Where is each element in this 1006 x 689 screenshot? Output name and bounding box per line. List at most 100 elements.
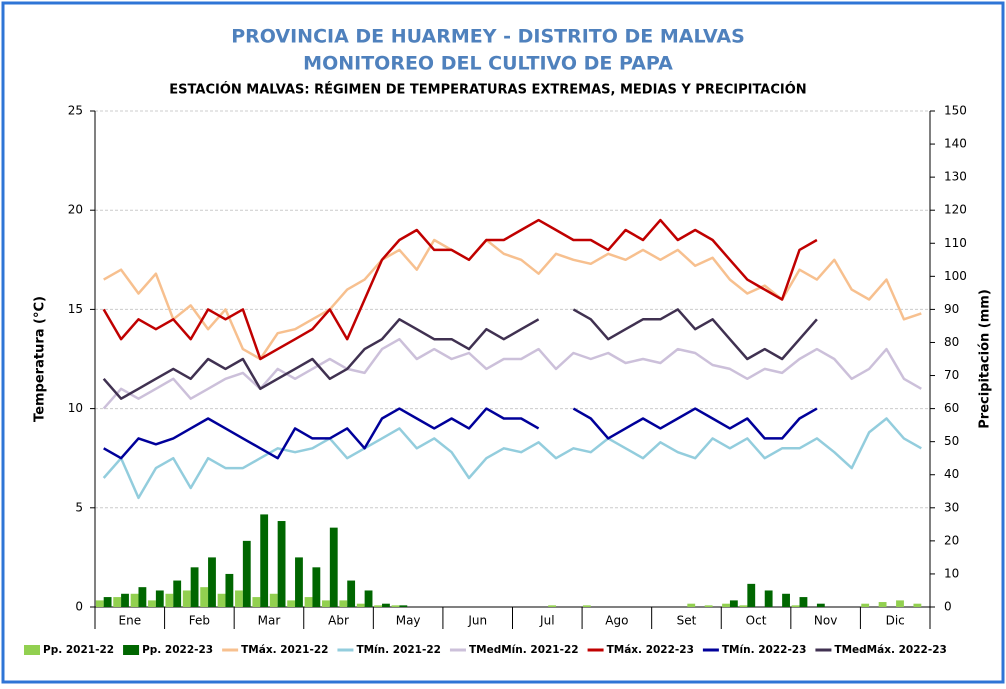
y2-tick-label: 90: [944, 302, 959, 316]
bar: [252, 597, 261, 607]
y2-tick-label: 30: [944, 500, 959, 514]
y2-tick-label: 150: [944, 104, 967, 118]
bar: [391, 605, 400, 607]
bar: [896, 600, 904, 607]
bar: [260, 514, 269, 607]
x-tick-label: Jul: [539, 614, 554, 628]
x-tick-label: Abr: [328, 614, 349, 628]
bar: [364, 590, 373, 607]
bar: [225, 573, 234, 607]
line: [102, 337, 922, 410]
y2-tick-label: 130: [944, 170, 967, 184]
bar: [304, 597, 313, 607]
bar: [277, 521, 286, 607]
bar: [235, 590, 243, 607]
bar: [799, 597, 808, 607]
y2-tick-label: 20: [944, 533, 959, 547]
bar: [269, 593, 278, 607]
bar: [382, 603, 390, 607]
bar: [190, 567, 199, 607]
x-tick-label: Oct: [746, 614, 767, 628]
y2-tick-label: 60: [944, 401, 959, 415]
bar: [322, 600, 330, 607]
bar: [155, 590, 164, 607]
legend-label: TMín. 2021-22: [356, 644, 441, 656]
y2-tick-label: 80: [944, 335, 959, 349]
x-tick-label: May: [396, 614, 421, 628]
line: [102, 308, 818, 400]
bar: [200, 587, 209, 607]
bar: [687, 603, 696, 607]
bar: [374, 605, 383, 607]
bar: [548, 605, 556, 607]
bar: [878, 602, 887, 607]
legend-label: TMáx. 2022-23: [607, 644, 694, 656]
bar: [103, 597, 112, 607]
bar: [816, 603, 825, 607]
bar: [399, 605, 408, 607]
bar: [130, 593, 139, 607]
y-tick-label: 0: [75, 600, 83, 614]
y-tick-label: 15: [68, 302, 83, 316]
bar: [913, 603, 922, 607]
line: [102, 218, 818, 361]
bar: [729, 600, 738, 607]
legend-label: Pp. 2022-23: [142, 644, 213, 656]
bar: [165, 593, 174, 607]
line: [103, 407, 818, 460]
x-tick-label: Ago: [605, 614, 628, 628]
y2-tick-label: 120: [944, 203, 967, 217]
bar: [173, 580, 182, 607]
x-tick-label: Ene: [119, 614, 142, 628]
bar: [764, 590, 773, 607]
y2-tick-label: 0: [944, 600, 952, 614]
bar: [782, 593, 790, 607]
y-tick-label: 25: [68, 104, 83, 118]
y2-axis-label: Precipitación (mm): [978, 289, 993, 429]
legend-label: TMedMín. 2021-22: [469, 644, 579, 656]
bar: [148, 600, 156, 607]
bar: [95, 600, 104, 607]
bar: [287, 600, 296, 607]
legend-label: TMín. 2022-23: [722, 644, 807, 656]
y2-tick-label: 110: [944, 236, 967, 250]
bar: [747, 583, 756, 607]
line: [102, 417, 922, 500]
x-tick-label: Dic: [886, 614, 905, 628]
bar: [113, 597, 122, 607]
bar: [182, 590, 191, 607]
x-tick-label: Set: [677, 614, 697, 628]
x-tick-label: Nov: [814, 614, 837, 628]
bar: [791, 605, 800, 607]
subtitle: MONITOREO DEL CULTIVO DE PAPA: [303, 53, 673, 75]
bar: [242, 540, 251, 607]
x-tick-label: Jun: [467, 614, 487, 628]
bar: [704, 605, 713, 607]
bar: [121, 593, 129, 607]
bar: [582, 605, 591, 607]
bar: [356, 603, 365, 607]
y2-tick-label: 10: [944, 566, 959, 580]
y2-tick-label: 50: [944, 434, 959, 448]
bar: [339, 600, 348, 607]
bar: [329, 527, 338, 607]
bar: [739, 605, 748, 607]
bar: [208, 557, 216, 607]
chart-title: ESTACIÓN MALVAS: RÉGIMEN DE TEMPERATURAS…: [169, 82, 806, 98]
bar: [722, 603, 730, 607]
y-tick-label: 10: [68, 401, 83, 415]
y-axis-label: Temperatura (°C): [33, 296, 48, 422]
y-tick-label: 5: [75, 500, 83, 514]
x-tick-label: Feb: [189, 614, 210, 628]
bar: [861, 603, 870, 607]
y2-tick-label: 140: [944, 137, 967, 151]
legend-swatch: [123, 645, 140, 655]
title: PROVINCIA DE HUARMEY - DISTRITO DE MALVA…: [231, 26, 745, 48]
bar: [312, 567, 321, 607]
legend-label: Pp. 2021-22: [43, 644, 114, 656]
y2-tick-label: 100: [944, 269, 967, 283]
legend-swatch: [24, 645, 40, 655]
bar: [217, 593, 226, 607]
